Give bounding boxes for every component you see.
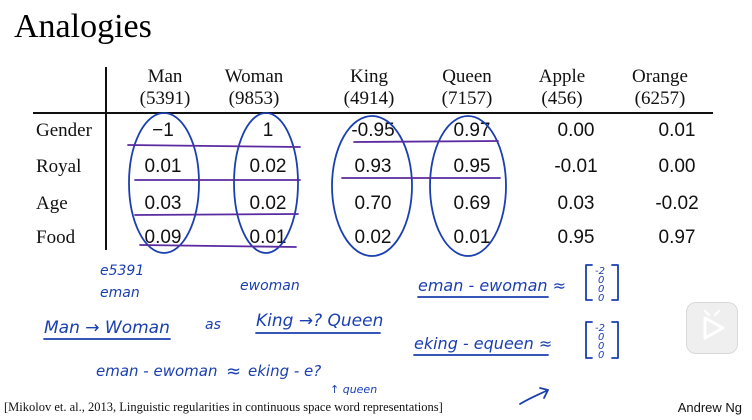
row-header-age: Age: [36, 193, 68, 214]
table-cell: -0.02: [655, 193, 699, 214]
vec1-3: 0: [598, 293, 604, 304]
table-cell: 0.03: [557, 193, 595, 214]
table-cell: 0.97: [453, 120, 491, 141]
ellipse-king: [331, 115, 413, 257]
page-title: Analogies: [14, 8, 152, 45]
row-header-food: Food: [36, 227, 76, 248]
citation: [Mikolov et. al., 2013, Linguistic regul…: [4, 400, 443, 414]
vec1-1: 0: [598, 275, 604, 286]
column-header-apple: Apple (456): [514, 66, 610, 110]
hand-e5391: e5391: [100, 263, 144, 279]
table-cell: -0.01: [554, 156, 598, 177]
vec2-2: 0: [598, 341, 604, 352]
ellipse-queen: [429, 115, 507, 257]
table-cell: 0.97: [658, 227, 696, 248]
table-cell: 0.01: [453, 227, 491, 248]
arrow-to-citation: [519, 387, 549, 405]
hand-king-queen: King →? Queen: [256, 311, 383, 331]
column-word: King: [350, 66, 388, 87]
table-horizontal-rule: [33, 112, 713, 114]
row-header-gender: Gender: [36, 120, 92, 141]
vector-bracket-left-1: [585, 264, 593, 301]
table-cell: 0.93: [354, 156, 392, 177]
play-button[interactable]: [686, 302, 738, 354]
column-index: (6257): [634, 88, 686, 109]
table-cell: −1: [152, 120, 174, 141]
diff-stroke-gender-man-woman: [127, 144, 301, 148]
hand-as: as: [205, 317, 221, 333]
table-cell: 0.69: [453, 193, 491, 214]
vec1-0: -2: [595, 266, 605, 277]
column-word: Orange: [632, 66, 688, 87]
hand-ewoman: ewoman: [240, 278, 300, 294]
vec2-1: 0: [598, 332, 604, 343]
table-cell: 0.70: [354, 193, 392, 214]
hand-man-woman: Man → Woman: [44, 318, 170, 338]
column-header-woman: Woman (9853): [206, 66, 302, 110]
vector-bracket-right-2: [611, 321, 619, 359]
hand-diff-left: eman - ewoman: [96, 362, 217, 380]
ellipse-woman: [233, 112, 299, 254]
column-word: Man: [147, 66, 183, 87]
vec2-3: 0: [598, 350, 604, 361]
hand-eman: eman: [100, 285, 140, 301]
diff-stroke-age-man-woman: [134, 213, 299, 216]
hand-rhs1: eman - ewoman ≈: [418, 276, 566, 295]
column-header-king: King (4914): [321, 66, 417, 110]
diff-stroke-gender-king-queen: [353, 140, 499, 143]
vec2-0: -2: [595, 323, 605, 334]
column-index: (7157): [441, 88, 493, 109]
column-word: Apple: [538, 66, 586, 87]
table-cell: 0.95: [557, 227, 595, 248]
vector-bracket-left-2: [585, 321, 593, 359]
column-index: (5391): [139, 88, 191, 109]
hand-eking-e: eking - e?: [248, 362, 321, 380]
column-word: Queen: [442, 66, 492, 87]
column-word: Woman: [224, 66, 284, 87]
diff-stroke-food-man-woman: [139, 244, 297, 248]
vec1-2: 0: [598, 284, 604, 295]
column-header-queen: Queen (7157): [419, 66, 515, 110]
row-header-royal: Royal: [36, 156, 82, 177]
table-cell: 0.01: [144, 156, 182, 177]
column-index: (9853): [228, 88, 280, 109]
table-cell: 0.01: [658, 120, 696, 141]
table-cell: 0.02: [354, 227, 392, 248]
play-icon: [703, 310, 725, 340]
hand-rhs2: eking - equeen ≈: [414, 334, 552, 353]
table-cell: 0.00: [658, 156, 696, 177]
hand-queen-arrow: ↑ queen: [330, 383, 377, 396]
hand-approx: ≈: [226, 361, 241, 382]
ellipse-man: [128, 112, 200, 254]
table-cell: 0.03: [144, 193, 182, 214]
author-name: Andrew Ng: [677, 400, 742, 415]
column-index: (456): [541, 88, 583, 109]
table-cell: 0.02: [249, 156, 287, 177]
table-cell: 0.02: [249, 193, 287, 214]
column-header-orange: Orange (6257): [612, 66, 708, 110]
table-cell: 0.95: [453, 156, 491, 177]
table-vertical-rule: [105, 67, 107, 250]
table-cell: -0.95: [351, 120, 395, 141]
column-index: (4914): [343, 88, 395, 109]
vector-bracket-right-1: [611, 264, 619, 301]
table-cell: 0.01: [249, 227, 287, 248]
column-header-man: Man (5391): [117, 66, 213, 110]
table-cell: 1: [262, 120, 274, 141]
table-cell: 0.00: [557, 120, 595, 141]
table-cell: 0.09: [144, 227, 182, 248]
